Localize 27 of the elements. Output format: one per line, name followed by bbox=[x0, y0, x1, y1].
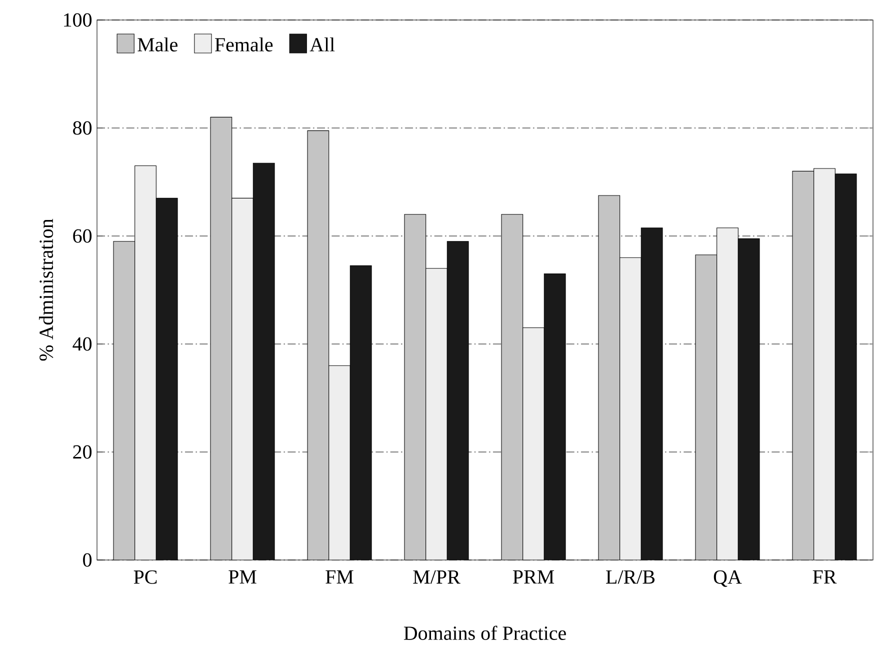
bar bbox=[252, 162, 275, 560]
bar bbox=[544, 274, 566, 560]
x-axis-title: Domains of Practice bbox=[404, 626, 566, 640]
legend-label: All bbox=[310, 37, 335, 52]
x-tick-label: PC bbox=[134, 570, 157, 584]
y-axis-title: % Administration bbox=[39, 218, 54, 361]
x-tick-label: PRM bbox=[512, 570, 554, 584]
x-tick-label: L/R/B bbox=[606, 570, 655, 584]
y-tick-label: 100 bbox=[64, 13, 92, 27]
legend-label: Female bbox=[215, 37, 273, 52]
y-tick-label: 60 bbox=[73, 229, 92, 243]
bar bbox=[738, 238, 760, 560]
x-tick-label: M/PR bbox=[413, 570, 460, 584]
y-tick-label: 40 bbox=[72, 337, 92, 351]
x-tick-label: FR bbox=[812, 570, 837, 584]
bar bbox=[350, 265, 372, 560]
bar bbox=[446, 241, 469, 560]
legend-label: Male bbox=[138, 37, 178, 52]
y-tick-label: 80 bbox=[73, 121, 92, 135]
y-tick-label: 20 bbox=[73, 445, 92, 459]
y-tick-label: 0 bbox=[83, 553, 92, 567]
bar bbox=[834, 174, 857, 560]
x-tick-label: FM bbox=[326, 570, 354, 584]
x-tick-label: QA bbox=[714, 570, 742, 587]
x-tick-label: PM bbox=[228, 570, 256, 584]
bar bbox=[156, 198, 178, 560]
bar bbox=[640, 228, 663, 560]
